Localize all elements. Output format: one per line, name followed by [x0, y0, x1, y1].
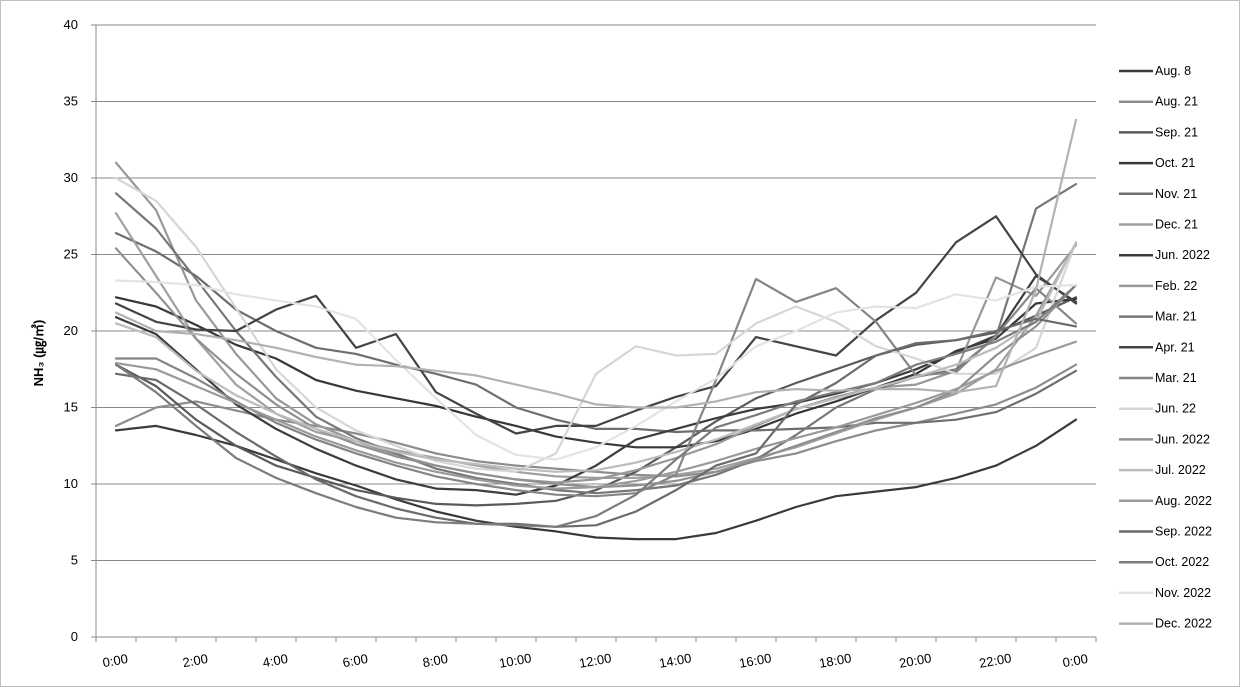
series-line-11	[114, 277, 1078, 498]
x-tick-label: 20:00	[898, 650, 933, 670]
series-line-10	[114, 215, 1078, 435]
legend-label: Aug. 8	[1155, 64, 1191, 78]
x-tick-label: 2:00	[181, 651, 209, 670]
series-lines	[114, 118, 1078, 541]
series-line-18	[114, 279, 1078, 461]
series-line-16	[114, 317, 1078, 528]
series-line-19	[114, 118, 1078, 409]
y-tick-label: 15	[64, 400, 78, 415]
x-tick-label: 6:00	[341, 651, 369, 670]
x-tick-label: 8:00	[421, 651, 449, 670]
series-line-15	[114, 340, 1078, 490]
legend-label: Dec. 2022	[1155, 617, 1212, 631]
legend-label: Nov. 21	[1155, 187, 1197, 201]
y-tick-label: 20	[64, 323, 78, 338]
x-tick-label: 22:00	[978, 650, 1013, 670]
series-line-12	[114, 176, 1078, 473]
legend-label: Dec. 21	[1155, 218, 1198, 232]
series-line-7	[114, 274, 1078, 496]
legend-label: Mar. 21	[1155, 371, 1197, 385]
y-tick-label: 10	[64, 476, 78, 491]
y-tick-label: 40	[64, 17, 78, 32]
legend-label: Oct. 2022	[1155, 555, 1209, 569]
x-tick-label: 0:00	[1061, 651, 1089, 670]
series-line-8	[114, 161, 1078, 484]
legend: Aug. 8 Aug. 21 Sep. 21 Oct. 21 Nov. 21 Dec. 2…	[1119, 64, 1212, 631]
x-tick-label: 10:00	[498, 650, 533, 670]
legend-label: Oct. 21	[1155, 156, 1195, 170]
series-line-1	[114, 418, 1078, 541]
y-tick-label: 30	[64, 170, 78, 185]
y-tick-label: 25	[64, 247, 78, 262]
x-tick-label: 18:00	[818, 650, 853, 670]
x-tick-label: 14:00	[658, 650, 693, 670]
legend-label: Mar. 21	[1155, 310, 1197, 324]
y-tick-label: 5	[71, 553, 78, 568]
legend-label: Aug. 2022	[1155, 494, 1212, 508]
y-tick-label: 0	[71, 629, 78, 644]
series-line-13	[114, 247, 1078, 489]
series-line-17	[114, 284, 1078, 528]
legend-label: Jun. 2022	[1155, 248, 1210, 262]
series-line-3	[114, 296, 1078, 507]
legend-label: Sep. 21	[1155, 125, 1198, 139]
legend-label: Sep. 2022	[1155, 525, 1212, 539]
x-tick-label: 12:00	[578, 650, 613, 670]
legend-label: Jul. 2022	[1155, 463, 1206, 477]
legend-label: Apr. 21	[1155, 340, 1195, 354]
legend-label: Feb. 22	[1155, 279, 1197, 293]
x-tick-label: 4:00	[261, 651, 289, 670]
legend-label: Jun. 22	[1155, 402, 1196, 416]
grid-lines	[96, 24, 1096, 638]
legend-label: Jun. 2022	[1155, 432, 1210, 446]
x-tick-label: 0:00	[101, 651, 129, 670]
axes: 0 5 10 15 20 25 30 35 40 0:00 2:00 4:00 6:00 8:00 10:0…	[64, 17, 1097, 671]
y-axis-title: NH₃ (㎍/㎥)	[31, 320, 48, 387]
y-tick-label: 35	[64, 94, 78, 109]
series-line-5	[114, 232, 1078, 434]
x-tick-label: 16:00	[738, 650, 773, 670]
legend-label: Nov. 2022	[1155, 586, 1211, 600]
legend-label: Aug. 21	[1155, 95, 1198, 109]
series-line-14	[114, 241, 1078, 473]
